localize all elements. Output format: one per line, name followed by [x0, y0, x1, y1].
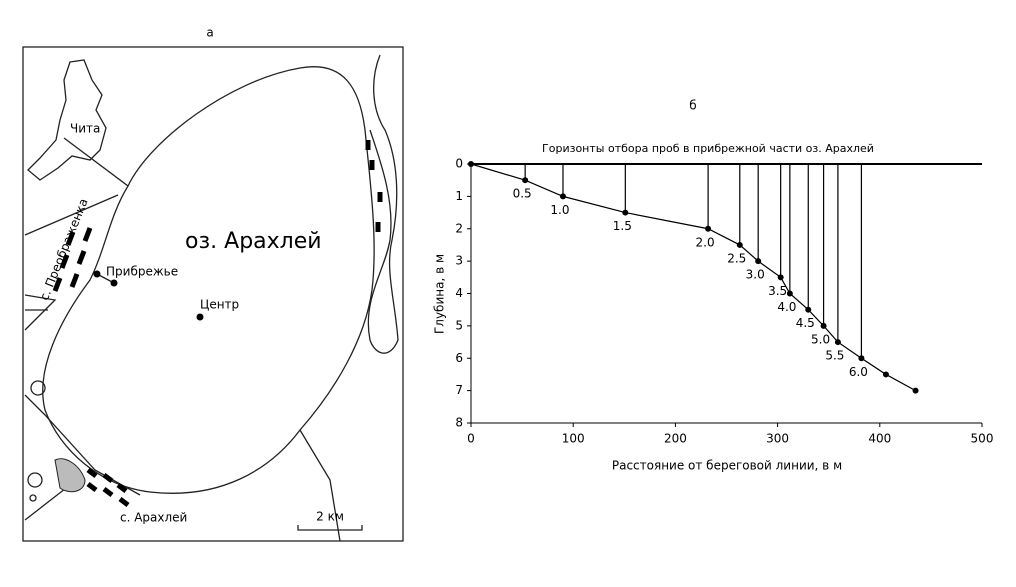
map: а Чита с. Преображенка оз. Арахлей Прибр… [22, 26, 404, 542]
y-tick-label: 3 [455, 254, 463, 268]
map-label: Центр [200, 298, 239, 312]
point [805, 306, 812, 313]
point [705, 225, 712, 232]
point [736, 241, 743, 248]
site [93, 270, 101, 278]
point [622, 209, 629, 216]
profile-line [470, 163, 916, 392]
chart: б Горизонты отбора проб в прибрежной час… [433, 99, 994, 473]
village-marks [52, 140, 383, 507]
point [912, 387, 919, 394]
pond-filled [54, 458, 86, 493]
value-label: 3.0 [746, 268, 765, 282]
east-shore [367, 54, 399, 354]
x-tick-label: 500 [971, 432, 994, 446]
chart-title: Горизонты отбора проб в прибрежной части… [542, 142, 874, 155]
map-label: с. Арахлей [120, 511, 187, 525]
x-tick-label: 0 [467, 432, 475, 446]
y-tick-label: 8 [455, 416, 463, 430]
x-tick-label: 400 [868, 432, 891, 446]
point [522, 177, 529, 184]
value-label: 3.5 [768, 284, 787, 298]
map-label: Прибрежье [106, 265, 178, 279]
y-tick-label: 5 [455, 318, 463, 332]
scale-label: 2 км [316, 510, 344, 524]
map-label: Чита [70, 122, 100, 136]
value-label: 5.5 [825, 349, 844, 363]
value-label: 2.5 [727, 251, 746, 265]
value-label: 0.5 [513, 187, 532, 201]
site [196, 313, 204, 321]
x-tick-label: 300 [766, 432, 789, 446]
point [820, 322, 827, 329]
value-label: 4.0 [777, 300, 796, 314]
value-label: 6.0 [849, 365, 868, 379]
pond [29, 494, 37, 502]
point [834, 339, 841, 346]
shore-road [24, 194, 341, 542]
x-tick-label: 200 [664, 432, 687, 446]
road [63, 137, 129, 187]
point [468, 161, 474, 167]
map-label: с. Преображенка [37, 196, 91, 302]
map-label: оз. Арахлей [185, 229, 322, 254]
y-tick-label: 0 [455, 157, 463, 171]
y-tick-label: 7 [455, 383, 463, 397]
value-label: 1.5 [613, 219, 632, 233]
value-label: 2.0 [696, 235, 715, 249]
panel-label: а [206, 26, 213, 40]
point [786, 290, 793, 297]
value-label: 1.0 [550, 203, 569, 217]
y-tick-label: 1 [455, 189, 463, 203]
city-chita [27, 59, 107, 181]
pond [30, 380, 46, 396]
pond [27, 472, 43, 488]
x-axis-label: Расстояние от береговой линии, в м [612, 459, 842, 473]
lake-shore [42, 66, 375, 494]
point [858, 355, 865, 362]
point [777, 274, 784, 281]
y-tick-label: 4 [455, 286, 463, 300]
y-tick-label: 6 [455, 351, 463, 365]
y-axis-label: Глубина, в м [433, 254, 447, 334]
scale-bar [297, 525, 363, 531]
value-label: 5.0 [811, 332, 830, 346]
site [110, 279, 118, 287]
point [755, 258, 762, 265]
y-tick-label: 2 [455, 221, 463, 235]
west-strip [24, 294, 57, 331]
value-label: 4.5 [796, 316, 815, 330]
point [559, 193, 566, 200]
x-tick-label: 100 [562, 432, 585, 446]
map-frame [22, 46, 404, 542]
panel-label: б [689, 99, 696, 113]
point [882, 371, 889, 378]
